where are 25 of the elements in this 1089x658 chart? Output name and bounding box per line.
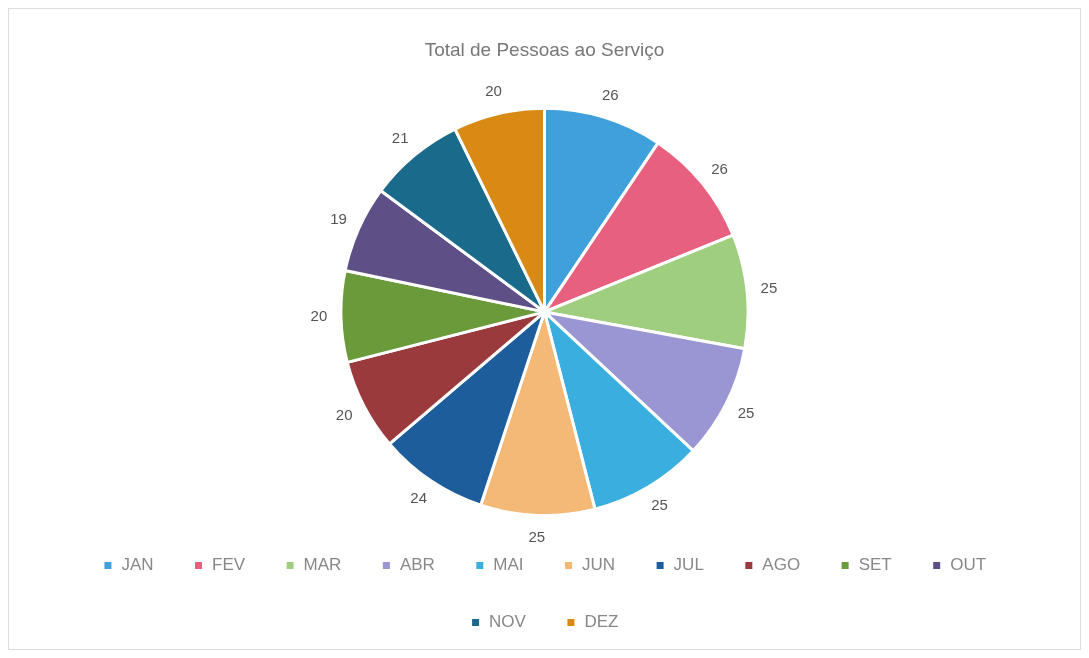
- data-label: 26: [711, 159, 728, 177]
- data-label: 20: [310, 307, 328, 325]
- data-label: 24: [410, 489, 427, 507]
- legend-label: AGO: [762, 555, 801, 575]
- legend-label: DEZ: [584, 612, 619, 632]
- legend-label: FEV: [212, 555, 246, 575]
- data-label: 19: [330, 209, 347, 227]
- legend-label: SET: [858, 555, 892, 575]
- legend-label: MAR: [303, 555, 342, 575]
- chart-title: Total de Pessoas ao Serviço: [424, 38, 665, 60]
- legend-label: JUL: [673, 555, 704, 575]
- data-label: 25: [651, 496, 668, 514]
- legend-label: ABR: [399, 555, 435, 575]
- legend-label: JUN: [582, 555, 616, 575]
- data-label: 25: [760, 278, 778, 296]
- legend-label: MAI: [493, 555, 524, 575]
- legend-label: OUT: [950, 555, 987, 575]
- data-label: 25: [737, 403, 755, 421]
- legend-label: JAN: [121, 555, 154, 575]
- data-label: 20: [335, 405, 353, 423]
- data-label: 20: [485, 82, 502, 100]
- data-label: 21: [391, 128, 409, 146]
- data-label: 25: [528, 527, 546, 545]
- data-label: 26: [601, 86, 619, 104]
- legend-label: NOV: [489, 612, 527, 632]
